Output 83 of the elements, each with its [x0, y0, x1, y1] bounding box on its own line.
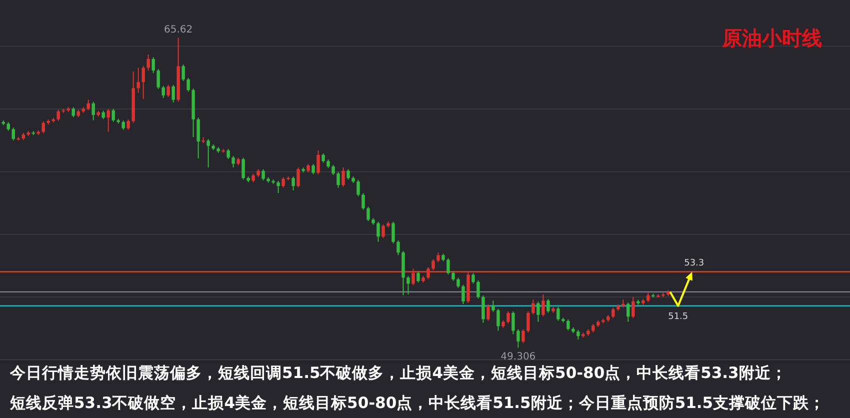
candlestick	[106, 108, 110, 132]
annotation: 短线反弹53.3不破做空，止损4美金，短线目标50-80点，中长线看51.5附近；今日重点预防51.5支撑破位下跌；	[9, 393, 826, 412]
candlestick	[496, 308, 500, 332]
candlestick	[42, 120, 45, 134]
candlestick	[512, 310, 515, 335]
candlestick	[426, 266, 430, 280]
candlestick	[556, 306, 560, 322]
candlestick	[146, 54, 150, 71]
candlestick	[626, 302, 630, 322]
candlestick	[516, 328, 520, 348]
annotation: 65.62	[164, 24, 193, 36]
candlestick	[86, 99, 90, 111]
annotation: 今日行情走势依旧震荡偏多，短线回调51.5不破做多，止损4美金，短线目标50-80点，中长线看53.3附近；	[9, 363, 787, 382]
candlestick	[482, 294, 485, 324]
candlestick	[292, 176, 295, 191]
candlestick	[452, 271, 455, 282]
candlestick	[262, 168, 265, 181]
ref-line-label: 51.5	[668, 312, 688, 322]
candlestick	[232, 155, 235, 168]
candlestick	[332, 164, 335, 176]
candlestick	[92, 101, 95, 121]
candlestick	[126, 119, 130, 130]
candlestick	[436, 252, 440, 263]
candlestick	[172, 84, 175, 103]
candlestick	[362, 192, 365, 210]
candlestick	[152, 56, 155, 74]
candlestick	[566, 318, 570, 331]
candlestick	[156, 68, 160, 90]
candlestick	[406, 276, 410, 295]
candlestick	[316, 150, 320, 175]
candlestick	[576, 330, 580, 340]
candlestick	[346, 168, 350, 180]
candlestick	[446, 258, 450, 276]
candlestick	[206, 138, 210, 168]
candlestick	[492, 300, 495, 312]
ref-line-label: 53.3	[684, 258, 704, 269]
candlestick	[646, 292, 650, 303]
candlestick	[472, 272, 475, 284]
candlestick	[136, 67, 140, 94]
candlestick	[376, 221, 380, 242]
candlestick	[282, 176, 285, 188]
candlestick	[546, 298, 550, 314]
candlestick	[536, 301, 540, 322]
candlestick	[12, 127, 15, 141]
candlestick	[166, 84, 170, 98]
candlestick	[72, 106, 75, 118]
candlestick	[322, 152, 325, 164]
candlestick	[396, 240, 400, 256]
candlestick	[532, 299, 535, 315]
candlestick	[162, 85, 165, 99]
candlestick	[56, 109, 60, 122]
candlestick	[342, 166, 345, 188]
candlestick	[182, 64, 185, 82]
candlestick	[392, 221, 395, 244]
candlestick	[242, 157, 245, 180]
candlestick	[416, 271, 420, 284]
candlestick	[382, 224, 385, 239]
candlestick	[486, 304, 490, 322]
candlestick	[276, 180, 280, 194]
candlestick	[186, 77, 190, 92]
candlestick	[356, 179, 360, 197]
text: 原油小时线	[721, 26, 822, 50]
candlestick	[506, 310, 510, 324]
candlestick	[462, 284, 465, 304]
annotation: 49.306	[500, 352, 536, 363]
candlestick	[226, 148, 230, 160]
candlestick	[522, 328, 525, 344]
candlestick	[456, 277, 460, 288]
candlestick	[542, 294, 545, 317]
candlestick	[366, 206, 370, 222]
candlestick	[632, 296, 635, 319]
candlestick	[432, 258, 435, 271]
candlestick	[612, 307, 615, 319]
candlestick	[196, 117, 200, 159]
candlestick	[296, 167, 300, 188]
candlestick	[122, 120, 125, 130]
candlestick	[412, 268, 415, 286]
candlestick	[526, 310, 530, 333]
candlestick	[142, 66, 145, 100]
candlestick	[476, 280, 480, 299]
candlestick	[336, 171, 340, 188]
candlestick	[312, 163, 315, 175]
candlestick	[112, 108, 115, 122]
